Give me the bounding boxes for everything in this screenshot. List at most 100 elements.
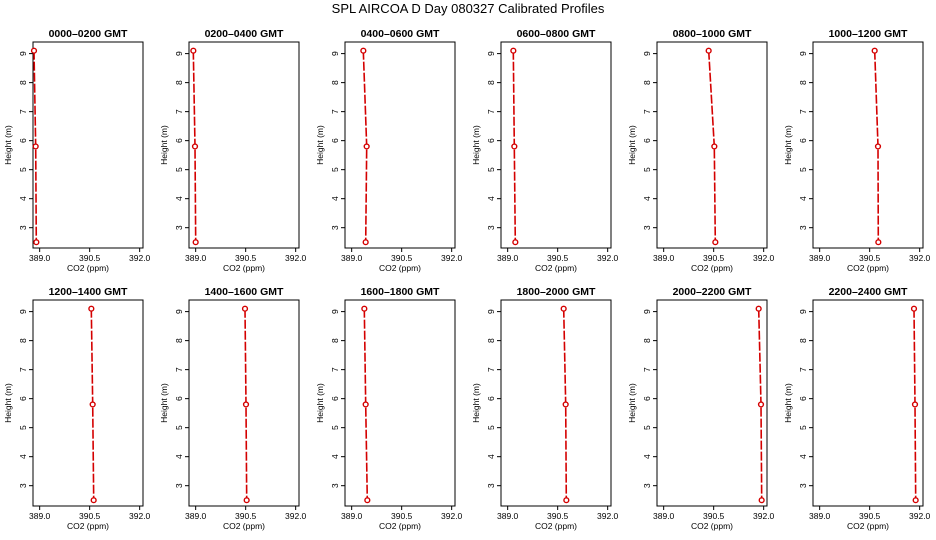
x-axis-label: CO2 (ppm) xyxy=(379,263,421,273)
y-tick-label: 6 xyxy=(174,396,184,401)
profile-panel: 0400–0600 GMT 389.0 390.5 392.0 CO2 (ppm) 3 4 5… xyxy=(315,28,463,273)
y-tick-label: 9 xyxy=(486,309,496,314)
x-tick-label: 389.0 xyxy=(497,253,519,263)
profile-point xyxy=(32,143,39,150)
y-tick-label: 5 xyxy=(486,425,496,430)
y-tick-label: 4 xyxy=(330,196,340,201)
profile-panel: 2200–2400 GMT 389.0 390.5 392.0 CO2 (ppm) 3 4 5… xyxy=(783,286,931,531)
plot-frame xyxy=(812,299,924,507)
profile-point xyxy=(364,497,371,504)
profile-point xyxy=(712,239,719,246)
y-tick-label: 8 xyxy=(330,80,340,85)
y-tick-label: 5 xyxy=(798,167,808,172)
profile-point xyxy=(871,47,878,54)
y-tick-label: 8 xyxy=(174,80,184,85)
y-tick-label: 8 xyxy=(642,80,652,85)
y-tick-label: 5 xyxy=(642,425,652,430)
profile-point xyxy=(912,497,919,504)
y-axis-label: Height (m) xyxy=(3,383,13,423)
profile-panel: 0200–0400 GMT 389.0 390.5 392.0 CO2 (ppm) 3 4 5… xyxy=(159,28,307,273)
y-tick-label: 7 xyxy=(18,367,28,372)
profile-point xyxy=(510,47,517,54)
plot-frame xyxy=(656,41,768,249)
x-axis-label: CO2 (ppm) xyxy=(535,263,577,273)
y-tick-label: 9 xyxy=(174,309,184,314)
y-tick-label: 3 xyxy=(798,483,808,488)
y-axis-label: Height (m) xyxy=(159,383,169,423)
y-tick-label: 3 xyxy=(174,483,184,488)
y-tick-label: 7 xyxy=(330,109,340,114)
panel-title: 0000–0200 GMT xyxy=(49,28,128,40)
y-axis-label: Height (m) xyxy=(471,383,481,423)
profile-point xyxy=(910,305,918,312)
plot-frame xyxy=(344,299,456,507)
y-tick-label: 4 xyxy=(486,454,496,459)
y-tick-label: 6 xyxy=(174,138,184,143)
y-tick-label: 7 xyxy=(642,367,652,372)
x-axis-label: CO2 (ppm) xyxy=(379,521,421,531)
y-tick-label: 4 xyxy=(486,196,496,201)
y-tick-label: 6 xyxy=(642,138,652,143)
x-tick-label: 392.0 xyxy=(129,511,151,521)
y-tick-label: 4 xyxy=(642,196,652,201)
y-axis-label: Height (m) xyxy=(159,125,169,165)
x-tick-label: 390.5 xyxy=(235,511,257,521)
y-tick-label: 9 xyxy=(330,309,340,314)
y-tick-label: 5 xyxy=(330,167,340,172)
x-tick-label: 390.5 xyxy=(79,253,101,263)
y-tick-label: 8 xyxy=(18,80,28,85)
y-tick-label: 3 xyxy=(486,483,496,488)
x-tick-label: 390.5 xyxy=(391,253,413,263)
y-tick-label: 3 xyxy=(330,483,340,488)
profile-point xyxy=(711,143,718,150)
y-tick-label: 9 xyxy=(642,51,652,56)
profile-point xyxy=(362,239,369,246)
y-tick-label: 6 xyxy=(330,396,340,401)
plot-frame xyxy=(344,41,456,249)
profile-point xyxy=(90,497,97,504)
y-tick-label: 7 xyxy=(798,367,808,372)
profile-point xyxy=(757,401,765,408)
x-tick-label: 390.5 xyxy=(859,253,881,263)
x-axis-label: CO2 (ppm) xyxy=(847,263,889,273)
profile-point xyxy=(89,401,96,408)
x-tick-label: 390.5 xyxy=(235,253,257,263)
x-axis-label: CO2 (ppm) xyxy=(223,263,265,273)
y-axis-label: Height (m) xyxy=(471,125,481,165)
x-axis-label: CO2 (ppm) xyxy=(691,263,733,273)
y-tick-label: 7 xyxy=(642,109,652,114)
y-tick-label: 3 xyxy=(18,225,28,230)
x-tick-label: 392.0 xyxy=(753,511,775,521)
y-tick-label: 4 xyxy=(798,454,808,459)
y-tick-label: 8 xyxy=(174,338,184,343)
profile-point xyxy=(511,143,518,150)
x-tick-label: 390.5 xyxy=(703,253,725,263)
y-tick-label: 4 xyxy=(798,196,808,201)
profile-panel: 1000–1200 GMT 389.0 390.5 392.0 CO2 (ppm) 3 4 5… xyxy=(783,28,931,273)
y-tick-label: 5 xyxy=(18,167,28,172)
y-axis-label: Height (m) xyxy=(315,383,325,423)
plot-frame xyxy=(32,299,144,507)
profile-point xyxy=(563,497,570,504)
y-tick-label: 5 xyxy=(642,167,652,172)
y-tick-label: 7 xyxy=(798,109,808,114)
y-axis-label: Height (m) xyxy=(627,383,637,423)
x-tick-label: 390.5 xyxy=(547,253,569,263)
x-tick-label: 389.0 xyxy=(653,511,675,521)
profile-panel: 0000–0200 GMT 389.0 390.5 392.0 CO2 (ppm) 3 4 5… xyxy=(3,28,151,273)
x-tick-label: 390.5 xyxy=(79,511,101,521)
profile-point xyxy=(360,47,367,54)
panel-title: 0600–0800 GMT xyxy=(517,28,596,40)
profile-point xyxy=(243,497,250,504)
x-tick-label: 392.0 xyxy=(441,511,463,521)
y-tick-label: 9 xyxy=(18,51,28,56)
y-tick-label: 5 xyxy=(330,425,340,430)
plot-frame xyxy=(188,41,300,249)
x-axis-label: CO2 (ppm) xyxy=(535,521,577,531)
x-tick-label: 390.5 xyxy=(859,511,881,521)
profile-point xyxy=(191,143,199,150)
plot-frame xyxy=(32,41,144,249)
y-tick-label: 8 xyxy=(330,338,340,343)
y-tick-label: 7 xyxy=(330,367,340,372)
x-tick-label: 389.0 xyxy=(341,253,363,263)
